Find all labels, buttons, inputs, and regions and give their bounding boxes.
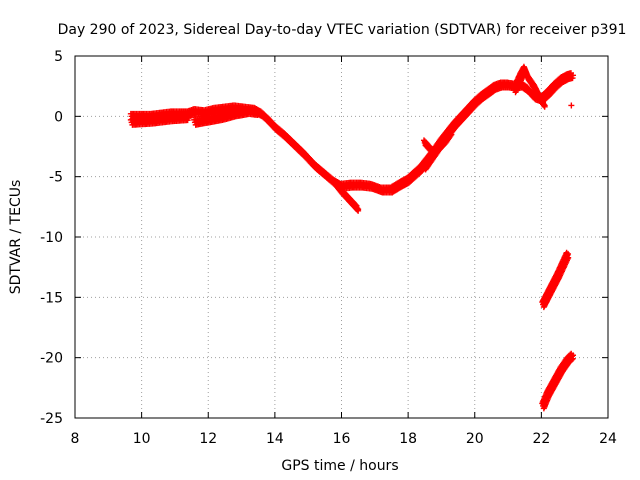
data-point (570, 72, 577, 79)
x-tick-label: 10 (133, 431, 151, 447)
y-tick-label: -25 (40, 411, 63, 427)
x-axis-label: GPS time / hours (281, 458, 398, 474)
data-point (255, 109, 262, 116)
data-point (355, 206, 362, 213)
data-point (185, 114, 192, 121)
data-point (540, 98, 547, 105)
data-point (353, 202, 360, 209)
y-tick-label: -15 (40, 290, 63, 306)
y-axis-label: SDTVAR / TECUs (8, 180, 24, 295)
x-tick-label: 16 (333, 431, 351, 447)
y-tick-label: 0 (54, 109, 63, 125)
chart-title: Day 290 of 2023, Sidereal Day-to-day VTE… (58, 22, 627, 38)
y-tick-label: -10 (40, 230, 63, 246)
x-tick-label: 18 (399, 431, 417, 447)
data-point (448, 127, 455, 134)
data-point (425, 142, 432, 149)
data-point (428, 147, 435, 154)
data-point (565, 250, 572, 257)
x-tick-label: 20 (466, 431, 484, 447)
x-tick-label: 24 (599, 431, 617, 447)
data-point (568, 102, 575, 109)
x-tick-label: 12 (199, 431, 217, 447)
data-point (426, 143, 433, 150)
x-tick-label: 22 (532, 431, 550, 447)
y-tick-label: 5 (54, 49, 63, 65)
data-point (539, 97, 546, 104)
axis-ticks: 8 10 12 14 16 18 20 22 24 5 0 -5 -10 -15 -20 -25 (40, 49, 617, 447)
data-point (570, 352, 577, 359)
y-tick-label: -5 (49, 170, 63, 186)
grid (75, 56, 608, 418)
data-point (541, 102, 548, 109)
plot-frame (74, 55, 609, 419)
data-points (127, 63, 577, 412)
x-tick-label: 14 (266, 431, 284, 447)
y-tick-label: -20 (40, 351, 63, 367)
x-tick-label: 8 (71, 431, 80, 447)
data-point (352, 201, 359, 208)
